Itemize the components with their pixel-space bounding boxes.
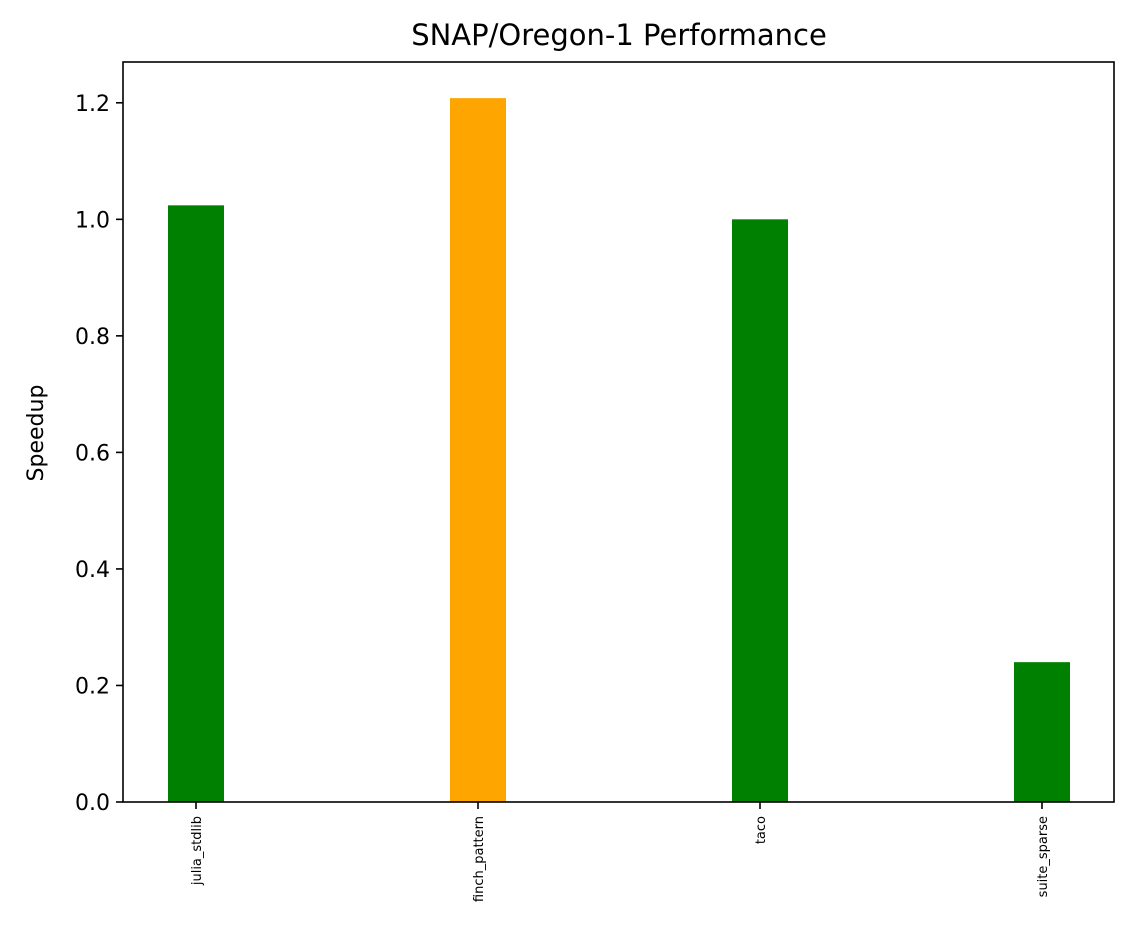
x-tick-label: taco [754, 816, 769, 844]
bars-group [168, 98, 1070, 803]
x-ticks-group: julia_stdlib finch_pattern taco suite_spars… [190, 802, 1051, 902]
bar-julia-stdlib [168, 205, 224, 803]
y-tick-label: 0.0 [75, 791, 110, 816]
y-axis-label: Speedup [24, 385, 49, 482]
bar-finch-pattern [450, 98, 506, 803]
y-tick-label: 0.4 [75, 558, 110, 583]
bar-taco [732, 219, 788, 803]
y-tick-label: 1.2 [75, 92, 110, 117]
x-tick-label: suite_sparse [1036, 816, 1051, 897]
axes-frame [122, 61, 1115, 803]
y-tick-label: 0.6 [75, 441, 110, 466]
bar-suite-sparse [1014, 662, 1070, 802]
y-tick-label: 1.0 [75, 208, 110, 233]
y-ticks-group: 0.0 0.2 0.4 0.6 0.8 1.0 1.2 [75, 92, 123, 816]
chart-title: SNAP/Oregon-1 Performance [411, 18, 827, 52]
x-tick-label: finch_pattern [472, 816, 487, 902]
y-tick-label: 0.2 [75, 674, 110, 699]
y-tick-label: 0.8 [75, 325, 110, 350]
x-tick-label: julia_stdlib [190, 816, 205, 886]
